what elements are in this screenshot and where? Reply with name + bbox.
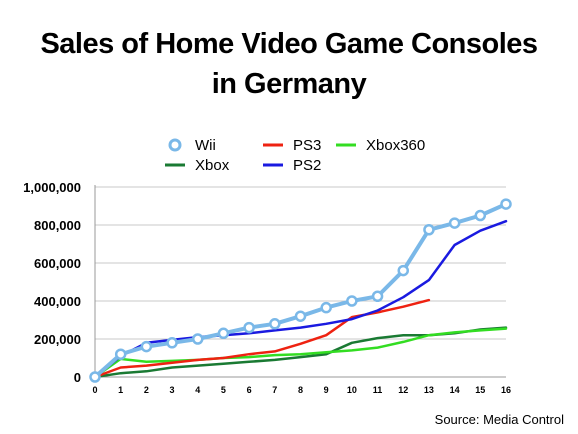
chart-title-line1: Sales of Home Video Game Consoles	[40, 28, 538, 60]
x-tick-label: 15	[475, 385, 485, 395]
data-point-wii	[294, 310, 307, 322]
legend: Wii PS3 Xbox360 Xbox PS2	[165, 137, 425, 174]
y-tick-label: 0	[74, 370, 81, 385]
x-tick-label: 5	[221, 385, 226, 395]
x-tick-label: 10	[347, 385, 357, 395]
x-tick-label: 7	[272, 385, 277, 395]
x-tick-label: 4	[195, 385, 200, 395]
x-tick-label: 0	[92, 385, 97, 395]
legend-label-xbox360: Xbox360	[366, 137, 425, 154]
x-tick-label: 14	[450, 385, 460, 395]
series-line-xbox360	[93, 327, 508, 379]
x-tick-label: 11	[373, 385, 383, 395]
x-tick-label: 9	[324, 385, 329, 395]
legend-label-wii: Wii	[195, 137, 216, 154]
data-point-wii	[448, 217, 461, 229]
series-line-ps2	[93, 219, 508, 379]
source-note: Source: Media Control	[434, 412, 564, 427]
x-tick-label: 2	[144, 385, 149, 395]
y-tick-label: 200,000	[34, 332, 81, 347]
legend-label-xbox: Xbox	[195, 157, 230, 174]
y-tick-label: 600,000	[34, 256, 81, 271]
series-line-xbox	[93, 326, 508, 379]
legend-swatch-wii	[168, 138, 182, 152]
series-markers	[89, 198, 512, 383]
axes	[94, 185, 506, 378]
data-point-wii	[192, 333, 204, 345]
data-point-wii	[140, 340, 153, 353]
chart-title-line2: in Germany	[211, 68, 367, 100]
data-point-wii	[320, 301, 332, 314]
x-tick-label: 16	[501, 385, 511, 395]
x-tick-label: 13	[424, 385, 434, 395]
x-tick-label: 6	[247, 385, 252, 395]
x-tick-label: 3	[170, 385, 175, 395]
y-axis-ticks: 0 200,000 400,000 600,000 800,000 1,000,000	[23, 180, 81, 385]
data-point-wii	[89, 371, 101, 383]
data-point-wii	[166, 337, 178, 349]
x-tick-label: 8	[298, 385, 303, 395]
data-point-wii	[217, 327, 230, 340]
legend-label-ps3: PS3	[293, 137, 321, 154]
data-point-wii	[397, 264, 409, 277]
data-point-wii	[474, 209, 487, 222]
y-tick-label: 400,000	[34, 294, 81, 309]
grid-lines	[95, 186, 506, 340]
x-tick-label: 12	[398, 385, 408, 395]
y-tick-label: 800,000	[34, 218, 81, 233]
data-point-wii	[346, 295, 358, 307]
series-line-wii	[93, 202, 508, 379]
y-tick-label: 1,000,000	[23, 180, 81, 195]
data-point-wii	[500, 198, 512, 210]
data-point-wii	[423, 224, 435, 236]
data-point-wii	[114, 348, 127, 360]
series-lines	[93, 202, 508, 379]
data-point-wii	[371, 290, 384, 302]
x-tick-label: 1	[118, 385, 123, 395]
x-axis-ticks: 0 1 2 3 4 5 6 7 8 9 10 11 12 13 14 15 16	[92, 385, 511, 395]
data-point-wii	[243, 321, 255, 334]
data-point-wii	[269, 318, 281, 330]
legend-label-ps2: PS2	[293, 157, 321, 174]
